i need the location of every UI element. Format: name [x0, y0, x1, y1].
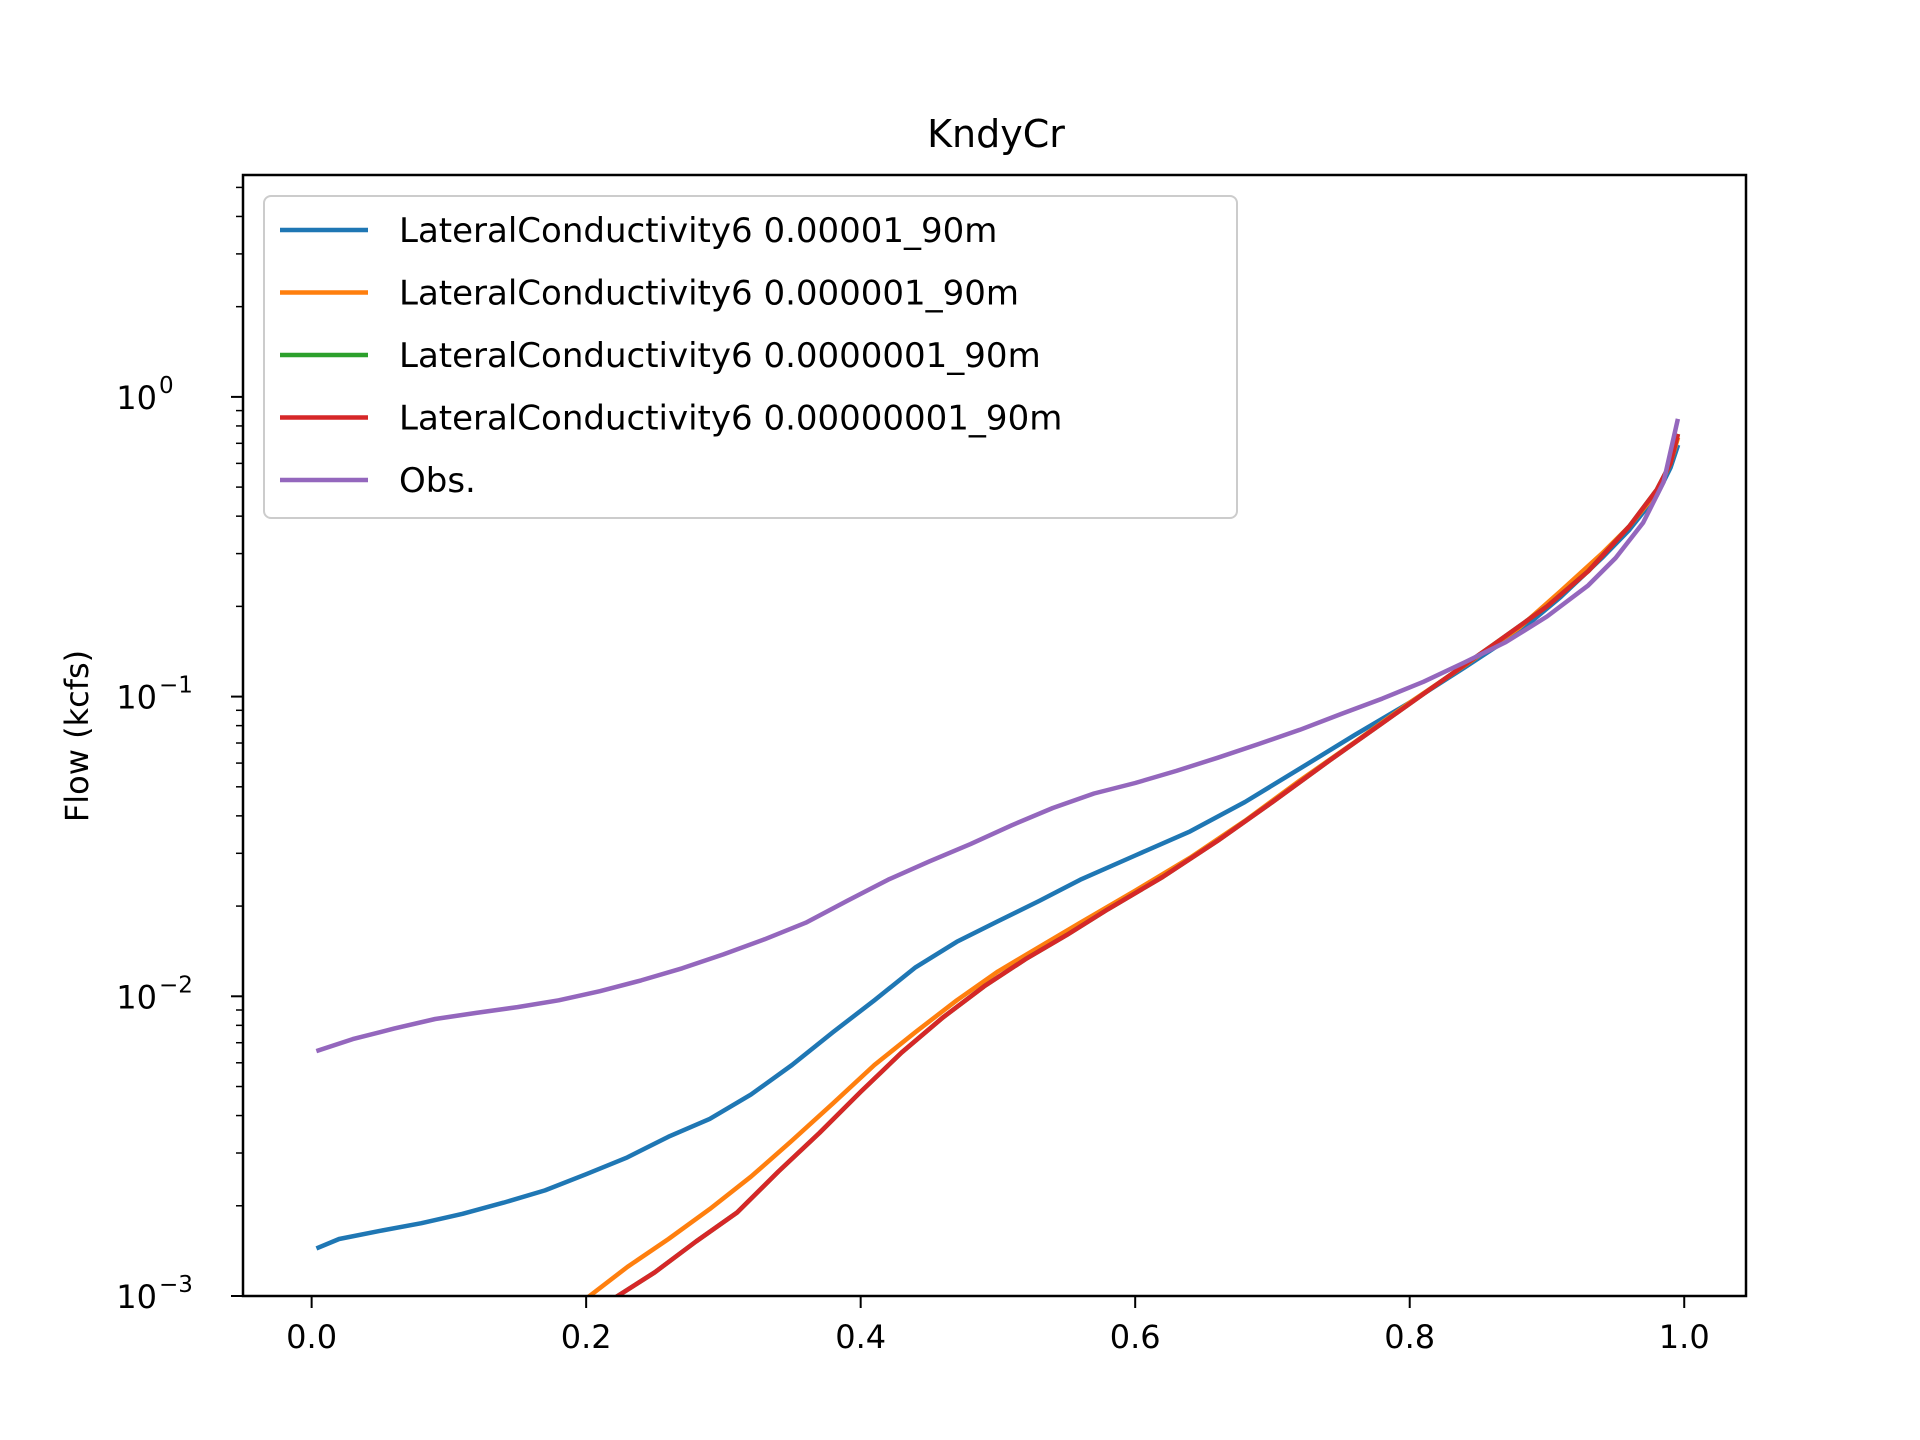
y-tick-exponent: 0 [159, 373, 174, 399]
legend-box [263, 195, 1238, 519]
x-tick-label: 0.0 [286, 1318, 337, 1356]
y-tick-label: 10 [116, 1278, 157, 1316]
y-axis-label: Flow (kcfs) [58, 650, 96, 822]
x-axis: 0.0 0.2 0.4 0.6 0.8 1.0 [286, 1296, 1710, 1356]
x-tick-label: 0.2 [561, 1318, 612, 1356]
legend-label: LateralConductivity6 0.00000001_90m [399, 399, 1062, 439]
y-tick-label: 10 [116, 978, 157, 1016]
y-tick-exponent: −2 [159, 972, 193, 998]
x-tick-label: 0.4 [835, 1318, 886, 1356]
y-tick-exponent: −1 [159, 673, 193, 699]
series-line-5 [315, 418, 1681, 1054]
y-tick-label: 10 [116, 679, 157, 717]
legend-label: LateralConductivity6 0.00001_90m [399, 211, 997, 251]
y-tick-label: 10 [116, 379, 157, 417]
legend: LateralConductivity6 0.00001_90m LateralC… [263, 195, 1238, 519]
legend-label: LateralConductivity6 0.000001_90m [399, 274, 1019, 314]
legend-label: Obs. [399, 461, 476, 501]
plot-frame [241, 173, 1748, 1298]
x-tick-label: 0.6 [1110, 1318, 1161, 1356]
y-tick-exponent: −3 [159, 1272, 193, 1298]
chart-title: KndyCr [927, 112, 1065, 156]
legend-label: LateralConductivity6 0.0000001_90m [399, 336, 1041, 376]
series-line-4 [613, 433, 1681, 1296]
x-tick-label: 0.8 [1384, 1318, 1435, 1356]
plot-lines [315, 418, 1681, 1296]
series-line-1 [315, 444, 1681, 1251]
x-tick-label: 1.0 [1659, 1318, 1710, 1356]
